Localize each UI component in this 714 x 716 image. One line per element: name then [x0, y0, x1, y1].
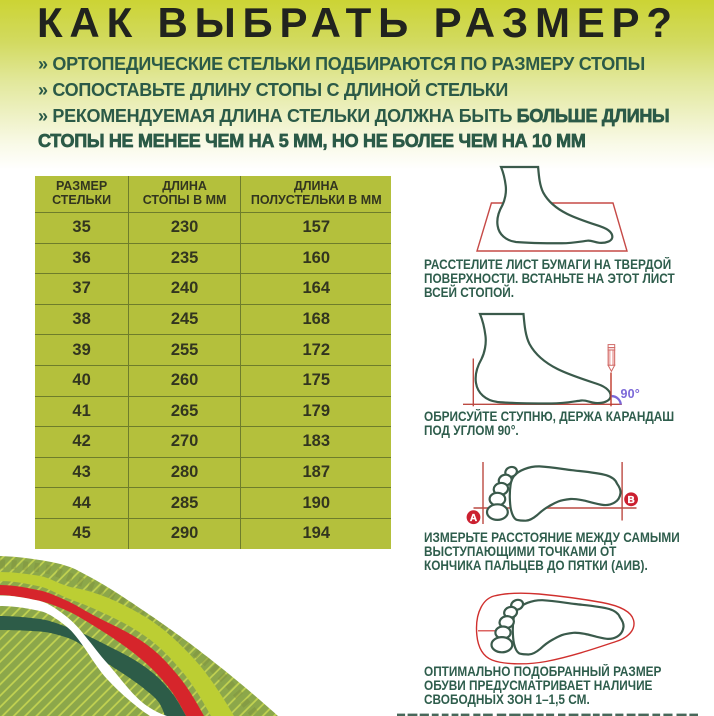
svg-text:90°: 90° [621, 387, 641, 401]
svg-text:A: A [470, 513, 477, 524]
svg-text:B: B [627, 495, 634, 506]
